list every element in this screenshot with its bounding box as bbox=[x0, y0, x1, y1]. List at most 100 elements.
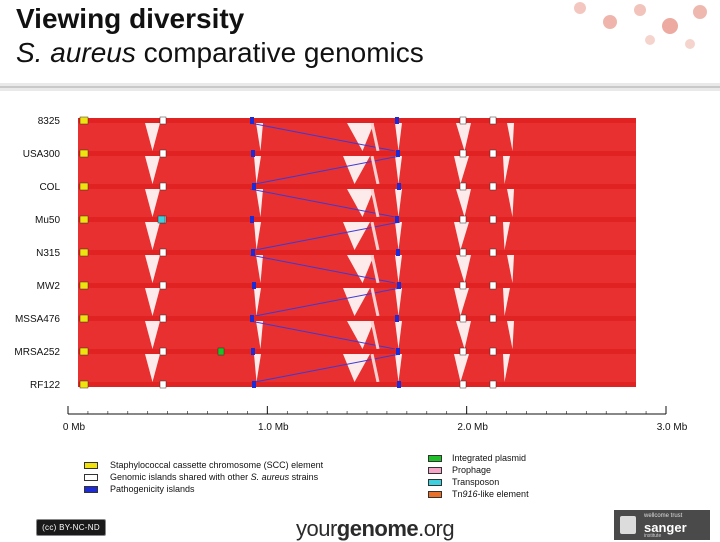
legend-label-tn-pre: Tn bbox=[452, 489, 463, 499]
pathogenicity-island-marker bbox=[395, 216, 399, 223]
synteny-gap bbox=[145, 189, 160, 217]
synteny-gap bbox=[256, 123, 263, 151]
pathogenicity-island-marker bbox=[250, 315, 254, 322]
legend-item-plasmid: Integrated plasmid bbox=[428, 452, 529, 464]
yourgenome-logo[interactable]: yourgenome.org bbox=[296, 516, 455, 542]
strain-labels-layer: 8325 USA300 COL Mu50 N315 MW2 MSSA476 MRSA252 RF… bbox=[14, 116, 60, 391]
synteny-gap bbox=[395, 222, 402, 250]
synteny-break bbox=[370, 353, 380, 383]
inversion-line bbox=[249, 254, 396, 284]
genomic-island-marker bbox=[459, 248, 467, 257]
scc-marker bbox=[79, 149, 89, 158]
legend-label-gi-species: S. aureus bbox=[250, 472, 290, 482]
pathogenicity-island-marker bbox=[397, 183, 401, 190]
pathogenicity-island-marker bbox=[396, 249, 400, 256]
cc-license-badge[interactable]: (cc) BY-NC-ND bbox=[36, 519, 106, 536]
genomic-island-marker bbox=[159, 314, 167, 323]
pathogenicity-island-marker bbox=[250, 117, 254, 124]
synteny-gap bbox=[395, 354, 402, 382]
legend-label-scc: Staphylococcal cassette chromosome (SCC)… bbox=[110, 460, 324, 470]
strain-label-mu50: Mu50 bbox=[35, 215, 60, 226]
synteny-gap bbox=[507, 123, 514, 151]
synteny-break bbox=[370, 221, 380, 251]
scc-marker bbox=[79, 116, 89, 125]
sanger-logo[interactable]: wellcome trust sanger institute bbox=[614, 510, 710, 540]
brand-post: .org bbox=[418, 516, 455, 541]
scc-marker bbox=[79, 380, 89, 389]
title-sub: S. aureus comparative genomics bbox=[16, 36, 424, 70]
synteny-gap bbox=[456, 189, 471, 217]
synteny-gap bbox=[145, 354, 160, 382]
synteny-gap bbox=[254, 288, 261, 316]
genome-bar-rf122 bbox=[78, 382, 636, 387]
scc-marker bbox=[79, 182, 89, 191]
genomic-island-marker bbox=[459, 182, 467, 191]
inversion-line bbox=[254, 287, 401, 317]
sanger-small-text: wellcome trust bbox=[644, 513, 683, 519]
sanger-icon bbox=[620, 516, 636, 534]
synteny-gap bbox=[347, 321, 374, 349]
genome-bar-mssa476 bbox=[78, 316, 636, 321]
synteny-gap bbox=[503, 354, 510, 382]
prophage-swatch bbox=[428, 466, 442, 474]
pathogenicity-island-marker bbox=[395, 315, 399, 322]
genomic-island-marker bbox=[159, 281, 167, 290]
strain-label-mrsa252: MRSA252 bbox=[14, 347, 60, 358]
pathogenicity-island-marker bbox=[251, 249, 255, 256]
synteny-gap bbox=[395, 321, 402, 349]
legend-label-pathogenicity: Pathogenicity islands bbox=[110, 484, 195, 494]
genomic-island-marker bbox=[489, 380, 497, 389]
comparative-genome-figure: 8325 USA300 COL Mu50 N315 MW2 MSSA476 MRSA252 RF… bbox=[14, 116, 688, 433]
strain-label-mssa476: MSSA476 bbox=[15, 314, 60, 325]
pathogenicity-island-marker bbox=[251, 348, 255, 355]
synteny-gap bbox=[456, 123, 471, 151]
scc-marker bbox=[79, 215, 89, 224]
synteny-gap bbox=[507, 255, 514, 283]
legend-label-gi-post: strains bbox=[289, 472, 319, 482]
inversion-line bbox=[249, 188, 396, 218]
footer: (cc) BY-NC-ND yourgenome.org wellcome tr… bbox=[0, 510, 720, 542]
synteny-break bbox=[370, 155, 380, 185]
scale-axis: 0 Mb 1.0 Mb 2.0 Mb 3.0 Mb bbox=[63, 406, 688, 433]
genomic-island-marker bbox=[489, 314, 497, 323]
transposon-marker bbox=[157, 215, 166, 224]
synteny-gap bbox=[395, 123, 402, 151]
genomic-island-marker bbox=[159, 116, 167, 125]
genomic-island-marker bbox=[489, 149, 497, 158]
synteny-gap bbox=[347, 189, 374, 217]
synteny-gap bbox=[503, 156, 510, 184]
sanger-name: sanger bbox=[644, 520, 687, 535]
synteny-gap bbox=[145, 222, 160, 250]
pathogenicity-island-marker bbox=[252, 282, 256, 289]
tn916-swatch bbox=[428, 490, 442, 498]
scc-marker bbox=[79, 281, 89, 290]
genome-bar-col bbox=[78, 184, 636, 189]
synteny-gap bbox=[395, 189, 402, 217]
genomic-island-marker bbox=[159, 149, 167, 158]
axis-tick-label: 3.0 Mb bbox=[657, 422, 688, 433]
title-main: Viewing diversity bbox=[16, 3, 245, 34]
synteny-gap bbox=[145, 156, 160, 184]
legend-item-pathogenicity: Pathogenicity islands bbox=[84, 483, 323, 495]
synteny-gap bbox=[347, 255, 374, 283]
synteny-gap bbox=[507, 189, 514, 217]
synteny-gap bbox=[456, 321, 471, 349]
axis-tick-label: 1.0 Mb bbox=[258, 422, 289, 433]
legend-label-tn916: Tn916-like element bbox=[452, 488, 529, 500]
synteny-gap bbox=[454, 222, 469, 250]
legend-item-transposon: Transposon bbox=[428, 476, 529, 488]
pathogenicity-island-marker bbox=[252, 381, 256, 388]
brand-bold: genome bbox=[336, 516, 419, 541]
genome-bar-8325 bbox=[78, 118, 636, 123]
plasmid-marker bbox=[217, 347, 225, 356]
synteny-gap bbox=[254, 156, 261, 184]
decorative-bacteria-image bbox=[574, 2, 707, 49]
legend-item-scc: Staphylococcal cassette chromosome (SCC)… bbox=[84, 459, 323, 471]
pathogenicity-island-marker bbox=[251, 150, 255, 157]
sanger-institute: institute bbox=[644, 533, 662, 539]
genomic-island-marker bbox=[159, 248, 167, 257]
inversion-line bbox=[249, 320, 396, 350]
genomic-island-marker bbox=[459, 116, 467, 125]
synteny-gap bbox=[503, 288, 510, 316]
legend-label-tn-post: -like element bbox=[477, 489, 529, 499]
